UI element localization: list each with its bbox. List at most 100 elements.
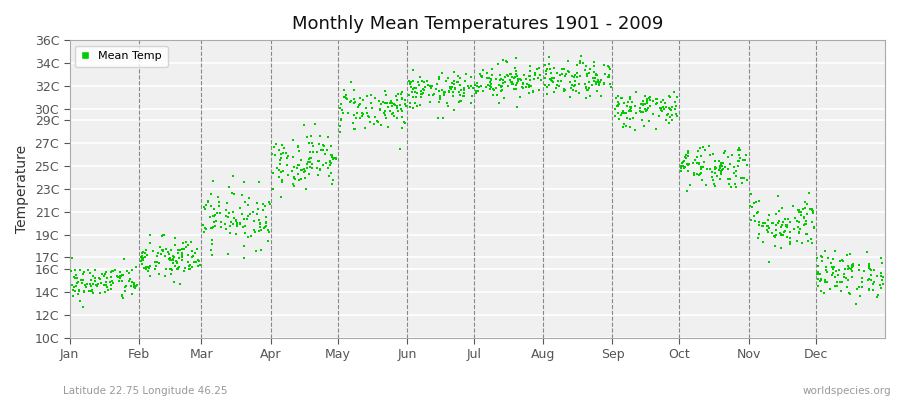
Point: [540, 91, 554, 97]
Point: [251, 217, 266, 224]
Point: [414, 91, 428, 97]
Point: [638, 101, 652, 107]
Point: [516, 80, 530, 87]
Point: [393, 90, 408, 97]
Point: [220, 214, 235, 220]
Point: [716, 166, 730, 173]
Point: [726, 170, 741, 176]
Point: [143, 232, 157, 238]
Point: [415, 78, 429, 84]
Point: [800, 231, 814, 238]
Point: [319, 160, 333, 166]
Point: [468, 90, 482, 96]
Point: [523, 68, 537, 74]
Point: [476, 87, 491, 94]
Point: [339, 96, 354, 102]
Point: [857, 268, 871, 274]
Point: [588, 63, 602, 69]
Point: [106, 280, 121, 286]
Point: [523, 76, 537, 83]
Point: [67, 274, 81, 280]
Point: [629, 109, 643, 116]
Point: [193, 262, 207, 269]
Point: [798, 221, 813, 227]
Point: [114, 273, 129, 279]
Point: [636, 123, 651, 130]
Point: [176, 253, 190, 260]
Point: [587, 58, 601, 65]
Point: [508, 65, 523, 71]
Point: [792, 218, 806, 225]
Point: [514, 77, 528, 83]
Point: [279, 162, 293, 168]
Point: [222, 222, 237, 229]
Point: [628, 126, 643, 133]
Point: [561, 68, 575, 74]
Point: [823, 286, 837, 292]
Point: [492, 72, 507, 78]
Point: [178, 239, 193, 246]
Point: [291, 143, 305, 149]
Point: [810, 271, 824, 278]
Point: [782, 239, 796, 245]
Point: [608, 113, 622, 119]
Point: [500, 72, 515, 78]
Point: [333, 129, 347, 135]
Point: [503, 70, 517, 77]
Point: [347, 96, 362, 103]
Point: [176, 256, 190, 263]
Point: [66, 292, 80, 299]
Point: [505, 81, 519, 87]
Point: [813, 278, 827, 285]
Point: [703, 166, 717, 172]
Point: [171, 247, 185, 253]
Point: [204, 225, 219, 232]
Point: [707, 166, 722, 172]
Point: [223, 219, 238, 225]
Point: [165, 267, 179, 273]
Point: [443, 84, 457, 91]
Point: [842, 251, 857, 257]
Point: [274, 151, 289, 157]
Point: [656, 96, 670, 103]
Point: [170, 266, 184, 272]
Point: [453, 92, 467, 98]
Point: [395, 108, 410, 114]
Point: [597, 80, 611, 86]
Point: [580, 73, 594, 80]
Point: [406, 86, 420, 93]
Point: [561, 58, 575, 64]
Point: [662, 93, 676, 99]
Point: [399, 102, 413, 109]
Point: [143, 240, 157, 246]
Point: [112, 272, 127, 279]
Point: [423, 99, 437, 105]
Point: [221, 184, 236, 190]
Point: [749, 199, 763, 205]
Point: [302, 170, 317, 177]
Point: [843, 291, 858, 298]
Point: [876, 274, 890, 280]
Point: [381, 104, 395, 110]
Point: [176, 246, 191, 252]
Point: [493, 76, 508, 82]
Point: [640, 96, 654, 102]
Point: [640, 100, 654, 106]
Point: [453, 82, 467, 88]
Point: [837, 274, 851, 280]
Point: [146, 248, 160, 254]
Point: [317, 143, 331, 149]
Point: [489, 85, 503, 92]
Point: [390, 105, 404, 112]
Point: [389, 93, 403, 100]
Point: [168, 258, 183, 264]
Point: [703, 152, 717, 159]
Point: [321, 134, 336, 140]
Point: [544, 75, 559, 81]
Point: [256, 225, 271, 232]
Point: [360, 93, 374, 100]
Point: [601, 73, 616, 80]
Point: [814, 288, 828, 294]
Point: [678, 164, 692, 171]
Point: [74, 277, 88, 284]
